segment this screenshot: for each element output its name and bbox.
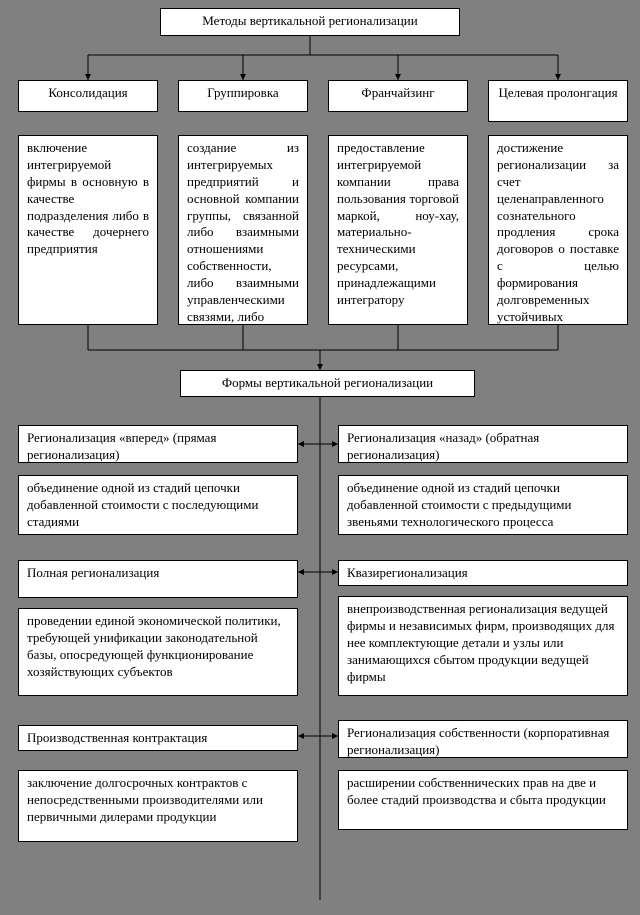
node-f2r_title: Квазирегионализация	[338, 560, 628, 586]
node-f1r_desc: объединение одной из стадий цепочки доба…	[338, 475, 628, 535]
node-m1_title: Консолидация	[18, 80, 158, 112]
node-f1l_title: Регионализация «вперед» (прямая регионал…	[18, 425, 298, 463]
node-f2l_title: Полная регионализация	[18, 560, 298, 598]
node-f3l_desc: заключение долгосрочных контрактов с неп…	[18, 770, 298, 842]
node-m1_desc: включение интегрируемой фирмы в основную…	[18, 135, 158, 325]
node-m3_title: Франчайзинг	[328, 80, 468, 112]
node-f1r_title: Регионализация «назад» (обратная региона…	[338, 425, 628, 463]
node-m2_title: Группировка	[178, 80, 308, 112]
node-f3r_desc: расширении собственнических прав на две …	[338, 770, 628, 830]
node-m4_title: Целевая пролонгация	[488, 80, 628, 122]
node-f3l_title: Производственная контрактация	[18, 725, 298, 751]
node-f2l_desc: проведении единой экономической политики…	[18, 608, 298, 696]
node-m2_desc: создание из интегрируемых предприятий и …	[178, 135, 308, 325]
node-forms_root: Формы вертикальной регионализации	[180, 370, 475, 397]
node-m4_desc: достижение регионализации за счет целена…	[488, 135, 628, 325]
node-f3r_title: Регионализация собственности (корпоратив…	[338, 720, 628, 758]
node-f1l_desc: объединение одной из стадий цепочки доба…	[18, 475, 298, 535]
node-root: Методы вертикальной регионализации	[160, 8, 460, 36]
node-m3_desc: предоставление интегрируемой компании пр…	[328, 135, 468, 325]
node-f2r_desc: внепроизводственная регионализация ведущ…	[338, 596, 628, 696]
